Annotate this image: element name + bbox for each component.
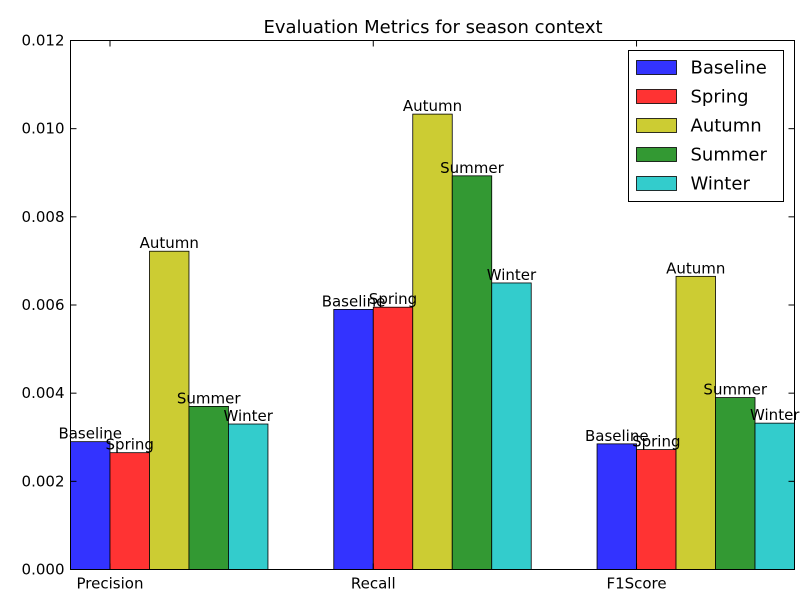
bar-label: Baseline [322, 292, 386, 310]
legend-label-winter: Winter [691, 174, 751, 195]
bar-baseline-f1score [596, 443, 637, 570]
bar-winter-recall [491, 282, 532, 570]
bar-baseline-recall [333, 309, 374, 570]
bar-baseline-precision [70, 441, 111, 570]
legend-swatch-autumn [636, 118, 677, 133]
bar-label: Baseline [585, 427, 649, 445]
bar-label: Autumn [140, 234, 199, 252]
y-tick-label: 0.010 [22, 120, 65, 138]
bar-winter-precision [228, 423, 269, 570]
legend-label-summer: Summer [691, 145, 768, 166]
bar-label: Spring [106, 436, 154, 454]
legend-swatch-spring [636, 89, 677, 104]
legend-swatch-winter [636, 176, 677, 191]
bar-label: Winter [750, 406, 800, 424]
bar-autumn-f1score [675, 275, 716, 570]
legend-swatch-baseline [636, 60, 677, 75]
legend-label-autumn: Autumn [691, 116, 762, 137]
legend-swatch-summer [636, 147, 677, 162]
y-tick-label: 0.004 [22, 384, 65, 402]
y-tick-label: 0.000 [22, 561, 65, 579]
x-tick-label: F1Score [606, 575, 666, 593]
y-tick-label: 0.008 [22, 208, 65, 226]
y-tick-label: 0.012 [22, 32, 65, 50]
bar-labels-layer: BaselineBaselineBaselineSpringSpringSpri… [58, 97, 800, 454]
bar-spring-recall [372, 306, 414, 570]
legend-label-baseline: Baseline [691, 58, 767, 79]
y-tick-label: 0.006 [22, 296, 65, 314]
bar-summer-f1score [715, 397, 756, 570]
bar-label: Winter [487, 266, 537, 284]
bar-label: Summer [177, 389, 241, 407]
x-tick-label: Precision [77, 575, 144, 593]
bar-summer-precision [188, 405, 229, 570]
bar-label: Summer [440, 159, 504, 177]
bar-label: Autumn [666, 259, 725, 277]
bar-autumn-recall [412, 113, 453, 570]
bar-label: Summer [703, 381, 767, 399]
chart-title: Evaluation Metrics for season context [263, 17, 602, 38]
y-tick-label: 0.002 [22, 472, 65, 490]
bars-layer [70, 113, 795, 570]
bar-label: Spring [369, 290, 417, 308]
bar-label: Winter [223, 407, 273, 425]
y-axis: 0.000 0.002 0.004 0.006 0.008 0.010 0.012 [22, 32, 795, 579]
bar-label: Autumn [403, 97, 462, 115]
bar-winter-f1score [754, 422, 795, 570]
bar-spring-precision [109, 452, 150, 570]
bar-spring-f1score [636, 449, 677, 570]
bar-label: Baseline [58, 425, 122, 443]
x-axis: Precision Recall F1Score [77, 40, 667, 593]
bar-summer-recall [451, 175, 493, 570]
bar-label: Spring [632, 433, 680, 451]
x-tick-label: Recall [351, 575, 396, 593]
bar-autumn-precision [149, 250, 190, 570]
legend-label-spring: Spring [691, 87, 749, 108]
legend: Baseline Spring Autumn Summer Winter [628, 50, 784, 202]
